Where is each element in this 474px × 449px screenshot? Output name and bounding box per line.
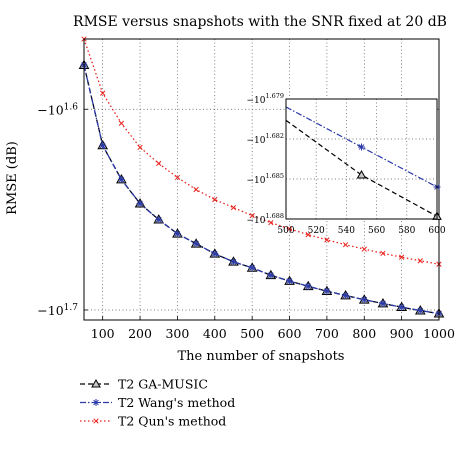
data-point-x (212, 196, 218, 203)
data-point-x (193, 186, 199, 193)
data-point-star (155, 216, 163, 224)
data-point-star (211, 250, 219, 258)
x-tick-label: 1000 (423, 326, 455, 341)
inset-x-tick-label: 540 (338, 226, 355, 236)
legend-label: T2 GA-MUSIC (118, 377, 208, 392)
data-point-x (118, 120, 125, 126)
x-tick-label: 100 (91, 326, 115, 341)
data-point-star (360, 296, 368, 304)
inset-y-tick-label: −101.682 (246, 132, 284, 146)
inset-x-tick-label: 600 (428, 226, 445, 236)
data-point-star (379, 300, 387, 308)
data-point-x (174, 174, 181, 181)
inset-zoom-plot: 500 520 540 560 580 600 −101.679 −101.682 −101.6… (246, 92, 445, 236)
data-point-x (361, 246, 367, 252)
data-point-x (137, 144, 143, 151)
plot-frame (83, 38, 440, 321)
legend-marker-star (92, 399, 100, 406)
data-point-star (416, 307, 424, 315)
x-tick-label: 700 (315, 326, 339, 341)
data-point-x (380, 250, 386, 257)
x-tick-label: 500 (240, 326, 264, 341)
data-point-x (305, 232, 311, 238)
data-point-x (342, 242, 349, 248)
y-axis-label: RMSE (dB) (5, 141, 20, 215)
x-tick-label: 400 (203, 326, 227, 341)
data-point-star (99, 141, 107, 149)
data-point-x (268, 220, 274, 226)
data-point-x (230, 204, 237, 211)
main-series-layer (78, 36, 445, 318)
inset-x-tick-label: 520 (308, 226, 325, 236)
data-point-star (173, 230, 181, 238)
data-point-x (156, 160, 162, 167)
x-tick-label: 200 (128, 326, 152, 341)
data-point-star (267, 271, 275, 279)
data-point-x (324, 237, 330, 243)
series-line-2 (83, 38, 440, 265)
data-point-x (417, 258, 423, 264)
x-axis-label: The number of snapshots (178, 349, 345, 364)
inset-data-point-star (358, 143, 365, 151)
inset-background (286, 99, 437, 219)
x-tick-label: 600 (278, 326, 302, 341)
data-point-star (136, 200, 144, 208)
data-point-star (192, 240, 200, 248)
legend-label: T2 Wang's method (118, 395, 235, 410)
data-point-x (398, 254, 405, 260)
data-point-star (398, 303, 406, 311)
inset-y-tick-label: −101.688 (246, 212, 284, 226)
y-tick-label: −101.7 (37, 303, 78, 318)
data-point-star (229, 258, 237, 266)
inset-y-tick-label: −101.679 (246, 92, 284, 106)
legend-label: T2 Qun's method (118, 414, 226, 429)
main-tick-labels: 100 200 300 400 500 600 700 800 900 1000 −101.6 −10… (37, 102, 455, 341)
data-point-star (248, 264, 256, 272)
x-tick-label: 900 (390, 326, 414, 341)
data-point-x (286, 226, 293, 232)
inset-y-tick-label: −101.685 (246, 172, 284, 186)
legend-marker-x (93, 418, 99, 424)
inset-x-tick-label: 580 (398, 226, 415, 236)
inset-frame (285, 98, 438, 220)
data-point-star (286, 277, 294, 285)
data-point-star (117, 176, 125, 183)
inset-x-tick-label: 560 (368, 226, 385, 236)
legend-marker-triangle (91, 378, 101, 388)
legend: T2 GA-MUSIC T2 Wang's method T2 Qun's meth… (80, 377, 235, 429)
data-point-star (304, 282, 312, 290)
inset-data-point-triangle (356, 169, 367, 179)
data-point-x (100, 90, 106, 96)
x-tick-label: 300 (165, 326, 189, 341)
inset-x-tick-label: 500 (277, 226, 294, 236)
x-tick-label: 800 (352, 326, 376, 341)
y-tick-label: −101.6 (37, 102, 78, 117)
data-point-star (342, 292, 350, 300)
chart-title: RMSE versus snapshots with the SNR fixed… (73, 14, 447, 30)
data-point-x (249, 212, 255, 219)
series-line-1 (83, 64, 440, 315)
data-point-star (323, 287, 331, 295)
